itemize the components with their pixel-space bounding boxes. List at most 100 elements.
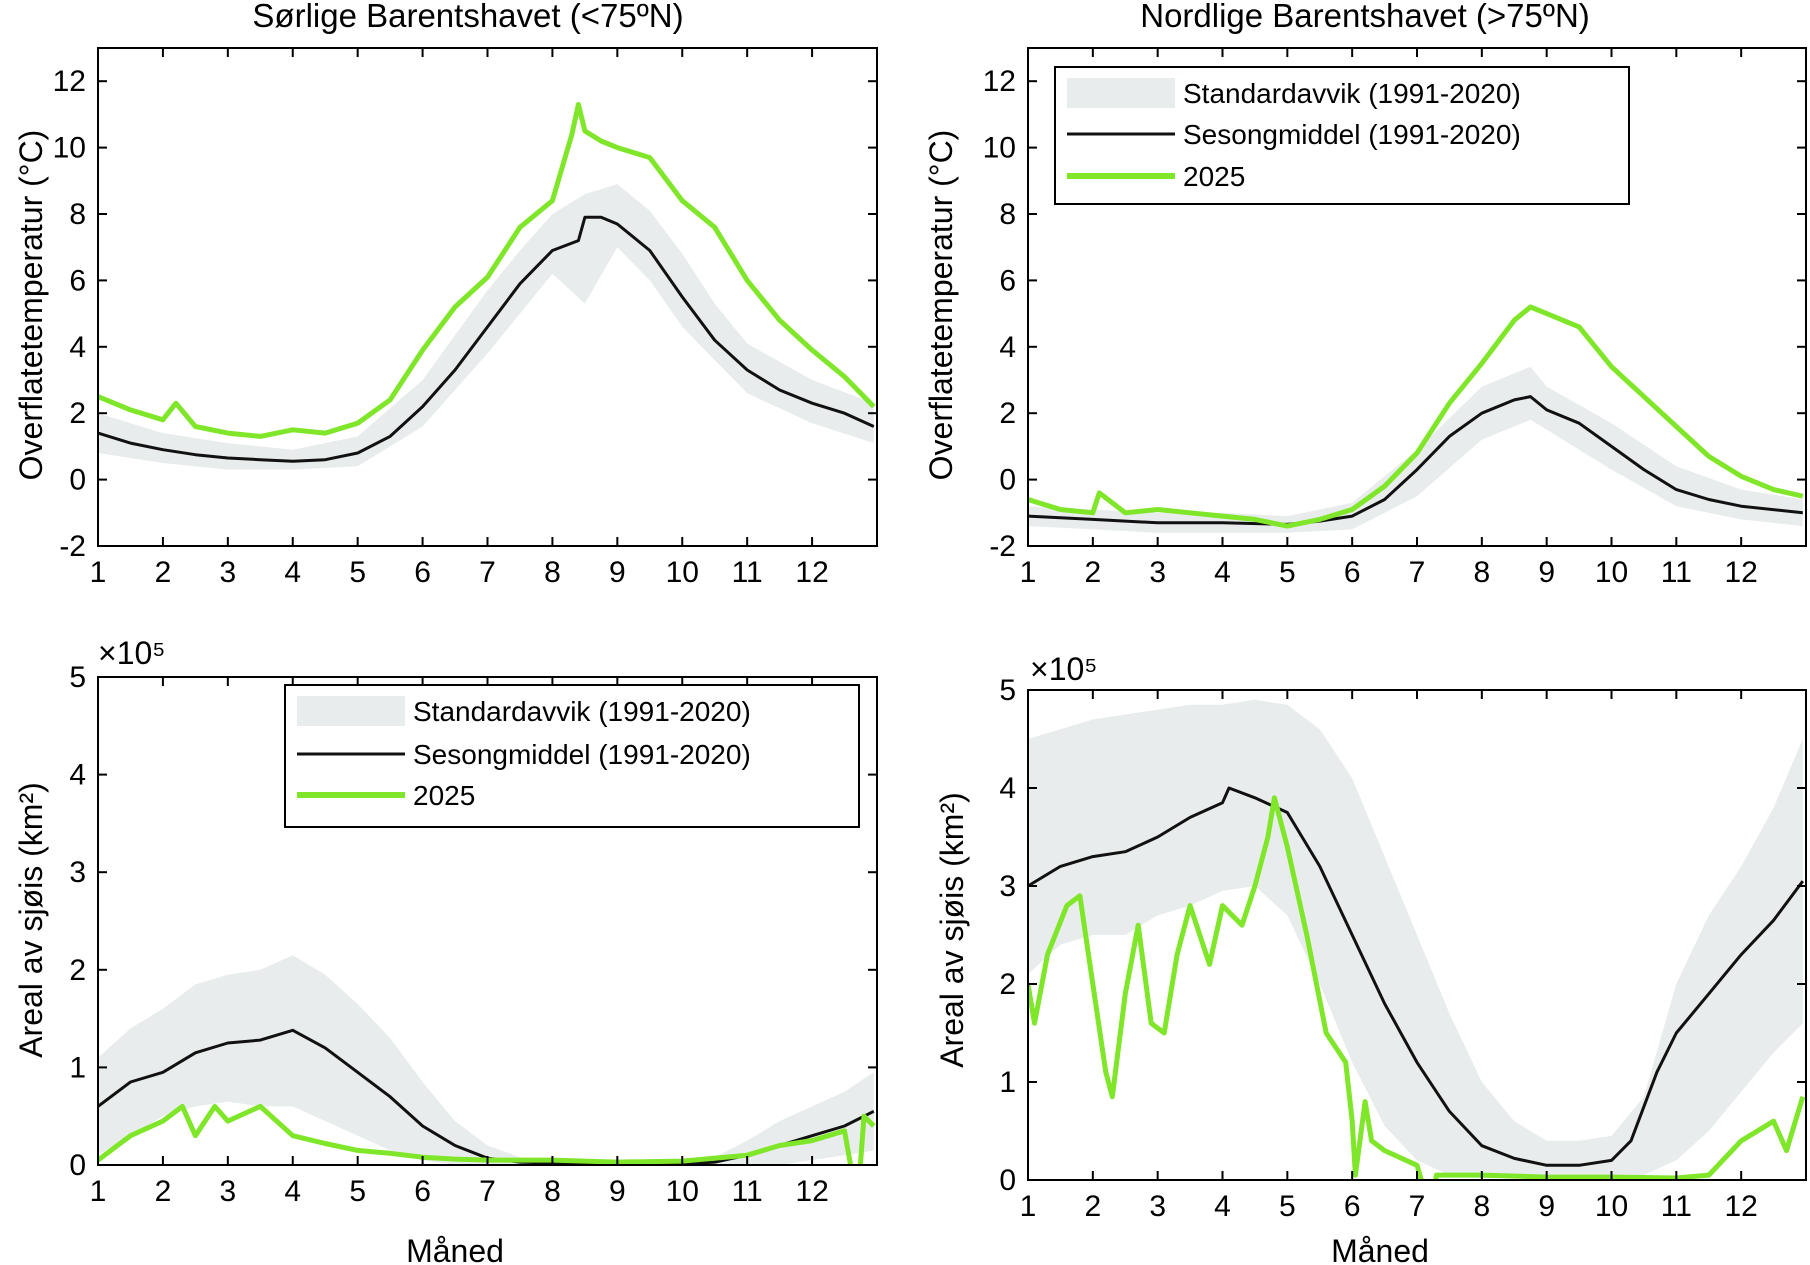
y-tick-label: 2 <box>999 397 1016 430</box>
y-tick-label: 6 <box>69 264 86 297</box>
series-mean-line <box>1028 786 1805 1167</box>
x-tick-label: 2 <box>1084 1190 1101 1223</box>
y-axis-label: Overflatetemperatur (°C) <box>923 130 959 481</box>
legend-swatch-std <box>1067 78 1175 108</box>
x-axis-label: Måned <box>1331 1233 1429 1265</box>
x-tick-label: 5 <box>349 556 366 589</box>
x-tick-label: 7 <box>479 1175 496 1208</box>
x-tick-label: 6 <box>414 1175 431 1208</box>
x-tick-label: 10 <box>1595 556 1628 589</box>
x-tick-label: 1 <box>90 556 107 589</box>
x-tick-label: 4 <box>284 556 301 589</box>
x-axis-label: Måned <box>406 1233 504 1265</box>
x-tick-label: 3 <box>1149 556 1166 589</box>
x-tick-label: 11 <box>1661 1190 1692 1223</box>
y-axis-label: Overflatetemperatur (°C) <box>13 130 49 481</box>
x-tick-label: 5 <box>1279 556 1296 589</box>
x-tick-label: 8 <box>544 1175 561 1208</box>
y-tick-label: 10 <box>983 132 1016 165</box>
x-tick-label: 4 <box>284 1175 301 1208</box>
std-band <box>98 955 874 1165</box>
x-tick-label: 2 <box>1084 556 1101 589</box>
x-tick-label: 10 <box>666 1175 699 1208</box>
x-tick-label: 7 <box>1409 556 1426 589</box>
legend-label-mean: Sesongmiddel (1991-2020) <box>413 739 751 770</box>
y-tick-label: 0 <box>69 1149 86 1182</box>
x-tick-label: 12 <box>1724 1190 1757 1223</box>
y-axis-label: Areal av sjøis (km²) <box>13 782 49 1058</box>
x-tick-label: 1 <box>1020 1190 1037 1223</box>
y-tick-label: 2 <box>69 954 86 987</box>
panel-temp-south: Sørlige Barentshavet (<75ºN) 1 2 3 4 5 6 7 8 9 10… <box>13 0 878 589</box>
x-tick-label: 12 <box>795 556 828 589</box>
x-tick-label: 11 <box>1661 556 1692 589</box>
y-tick-label: 4 <box>69 759 86 792</box>
y-tick-label: 4 <box>69 331 86 364</box>
x-tick-label: 9 <box>609 556 626 589</box>
std-band <box>1028 366 1803 533</box>
y-tick-label: 1 <box>69 1051 86 1084</box>
panel-title: Nordlige Barentshavet (>75ºN) <box>1140 0 1590 34</box>
x-tick-label: 9 <box>1538 556 1555 589</box>
y-tick-label: 5 <box>999 674 1016 707</box>
exponent-label: ×10⁵ <box>98 635 166 671</box>
series-mean-line <box>1028 395 1803 526</box>
panel-title: Sørlige Barentshavet (<75ºN) <box>252 0 683 34</box>
x-tick-label: 9 <box>1538 1190 1555 1223</box>
x-tick-label: 7 <box>479 556 496 589</box>
x-tick-label: 4 <box>1214 556 1231 589</box>
x-tick-label: 6 <box>1344 556 1361 589</box>
y-tick-label: 3 <box>69 856 86 889</box>
y-axis-label: Areal av sjøis (km²) <box>934 792 970 1068</box>
y-tick-label: -2 <box>989 530 1016 563</box>
x-tick-label: 6 <box>1344 1190 1361 1223</box>
y-tick-label: 1 <box>999 1066 1016 1099</box>
data-layer <box>1028 699 1806 1180</box>
y-tick-label: 8 <box>69 198 86 231</box>
data-layer <box>98 955 876 1165</box>
x-tick-label: 12 <box>795 1175 828 1208</box>
x-tick-label: 11 <box>732 556 763 589</box>
legend-label-year: 2025 <box>413 780 475 811</box>
x-tick-label: 10 <box>1595 1190 1628 1223</box>
y-tick-label: -2 <box>59 530 86 563</box>
x-tick-label: 9 <box>609 1175 626 1208</box>
x-tick-label: 1 <box>1020 556 1037 589</box>
x-tick-label: 8 <box>544 556 561 589</box>
y-tick-label: 5 <box>69 661 86 694</box>
y-tick-label: 12 <box>53 65 86 98</box>
x-tick-label: 10 <box>666 556 699 589</box>
legend-label-year: 2025 <box>1183 161 1245 192</box>
y-tick-label: 6 <box>999 264 1016 297</box>
x-tick-label: 11 <box>732 1175 763 1208</box>
y-tick-label: 8 <box>999 198 1016 231</box>
x-tick-label: 7 <box>1409 1190 1426 1223</box>
x-tick-label: 6 <box>414 556 431 589</box>
y-tick-label: 2 <box>69 397 86 430</box>
legend: Standardavvik (1991-2020) Sesongmiddel (… <box>1054 66 1630 205</box>
series-2025-line <box>1028 304 1804 529</box>
x-tick-label: 1 <box>90 1175 107 1208</box>
y-tick-label: 2 <box>999 968 1016 1001</box>
x-tick-label: 2 <box>155 1175 172 1208</box>
std-band <box>1028 699 1803 1178</box>
x-tick-label: 8 <box>1473 1190 1490 1223</box>
y-tick-label: 4 <box>999 772 1016 805</box>
series-mean-line <box>98 215 875 463</box>
data-layer <box>1028 304 1804 533</box>
legend-swatch-std <box>297 696 405 726</box>
exponent-label: ×10⁵ <box>1030 651 1098 687</box>
y-tick-label: 0 <box>999 1164 1016 1197</box>
x-tick-label: 5 <box>349 1175 366 1208</box>
x-tick-label: 3 <box>219 1175 236 1208</box>
y-tick-label: 12 <box>983 65 1016 98</box>
x-tick-label: 3 <box>219 556 236 589</box>
x-tick-label: 12 <box>1724 556 1757 589</box>
y-tick-label: 0 <box>999 464 1016 497</box>
legend: Standardavvik (1991-2020) Sesongmiddel (… <box>284 684 860 828</box>
x-tick-label: 8 <box>1473 556 1490 589</box>
x-tick-label: 5 <box>1279 1190 1296 1223</box>
